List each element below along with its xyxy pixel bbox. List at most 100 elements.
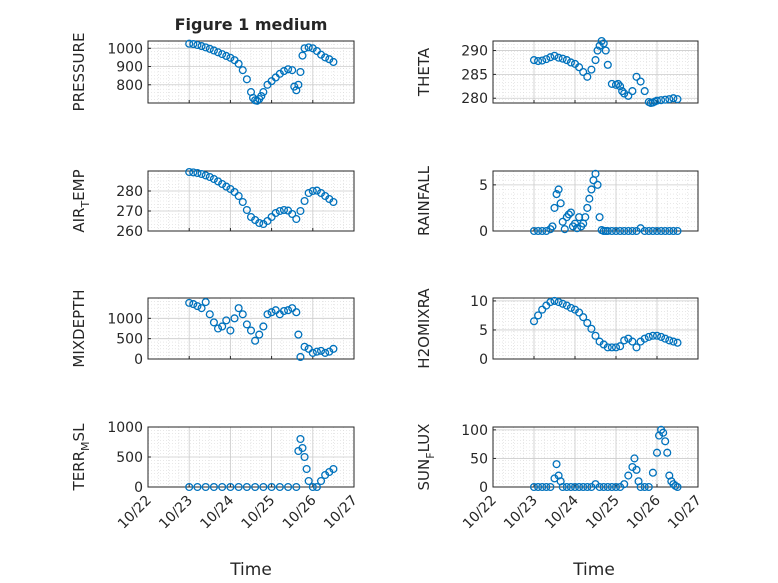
data-point — [564, 210, 573, 219]
data-point — [542, 482, 551, 492]
y-tick-label: 5 — [479, 323, 488, 339]
data-point — [652, 448, 662, 457]
data-point — [296, 206, 305, 216]
data-point — [316, 346, 326, 355]
x-tick-label: 10/22 — [460, 493, 500, 533]
data-point — [205, 172, 214, 182]
data-point — [552, 190, 561, 199]
data-point — [294, 80, 303, 89]
data-point — [673, 226, 682, 236]
data-point — [665, 226, 674, 236]
data-point — [304, 476, 313, 486]
data-point — [554, 53, 563, 62]
data-point — [673, 95, 682, 104]
data-point — [193, 302, 202, 311]
y-tick-label: 5 — [479, 178, 488, 194]
data-point — [275, 206, 284, 216]
data-point — [640, 334, 649, 343]
y-tick-label: 50 — [470, 451, 488, 467]
data-point — [632, 72, 641, 81]
x-axis-label-right: Time — [572, 560, 615, 580]
data-point — [603, 226, 612, 236]
data-point — [222, 182, 231, 191]
data-point — [657, 226, 666, 236]
data-point — [218, 50, 227, 59]
x-tick-label: 10/27 — [665, 493, 705, 533]
data-point — [321, 348, 330, 357]
data-point — [242, 205, 251, 215]
data-point — [312, 186, 321, 195]
y-tick-label: 0 — [479, 352, 488, 368]
data-point — [296, 352, 305, 362]
data-point — [611, 482, 621, 492]
data-point — [546, 53, 555, 62]
data-point — [554, 185, 563, 194]
data-point — [560, 225, 569, 234]
data-point — [593, 180, 602, 189]
data-point — [628, 226, 637, 236]
data-point — [579, 67, 588, 77]
data-point — [298, 443, 307, 453]
data-point — [583, 482, 592, 492]
axes-box — [147, 170, 355, 232]
data-point — [624, 471, 633, 480]
data-point — [312, 347, 321, 356]
data-point — [316, 476, 326, 486]
data-point — [534, 56, 543, 66]
data-point — [185, 39, 194, 48]
data-point — [542, 55, 551, 64]
data-point — [616, 82, 625, 91]
data-point — [251, 482, 260, 492]
data-point — [611, 226, 621, 236]
x-tick-label: 10/23 — [501, 493, 541, 533]
data-point — [226, 53, 235, 62]
data-point — [292, 214, 301, 224]
data-point — [271, 208, 280, 218]
figure-title: Figure 1 medium — [175, 15, 328, 34]
data-point — [197, 304, 206, 313]
data-point — [218, 179, 227, 189]
data-point — [620, 89, 629, 98]
data-point — [209, 46, 218, 55]
y-axis-label: THETA — [415, 47, 433, 97]
data-point — [189, 300, 198, 309]
data-point — [628, 87, 637, 96]
data-point — [611, 343, 621, 352]
axes-box — [492, 40, 699, 104]
data-point — [659, 428, 668, 437]
data-point — [284, 65, 293, 74]
data-point — [595, 213, 604, 222]
data-point — [583, 203, 592, 212]
data-point — [242, 482, 251, 492]
data-point — [255, 218, 264, 228]
data-point — [575, 308, 584, 317]
data-point — [238, 310, 247, 319]
data-point — [632, 465, 641, 474]
data-point — [238, 197, 247, 207]
data-point — [292, 482, 301, 492]
data-point — [648, 468, 657, 477]
subplot-8: 0 50 100 10/22 10/23 10/24 10/25 10/26 10/27 SUNF… — [415, 423, 705, 533]
data-point — [294, 330, 303, 339]
y-tick-label: 800 — [116, 78, 143, 94]
data-point — [644, 482, 653, 492]
data-point — [599, 39, 608, 48]
data-point — [613, 79, 623, 88]
y-axis-label: H2OMIXRA — [415, 288, 433, 369]
data-point — [534, 311, 543, 320]
data-point — [575, 63, 584, 72]
x-tick-label: 10/23 — [156, 493, 196, 533]
y-axis-label: TERRMSL — [70, 423, 92, 492]
data-point — [562, 301, 571, 310]
axes-box — [147, 297, 355, 360]
data-point — [607, 343, 616, 352]
data-point — [652, 96, 662, 105]
data-point — [213, 177, 223, 186]
data-point — [538, 56, 547, 65]
data-point — [226, 326, 235, 335]
data-point — [329, 344, 338, 353]
y-axis-label: PRESSURE — [70, 33, 88, 112]
data-point — [572, 224, 582, 233]
y-axis-label: RAINFALL — [415, 165, 433, 236]
data-point — [242, 75, 251, 84]
